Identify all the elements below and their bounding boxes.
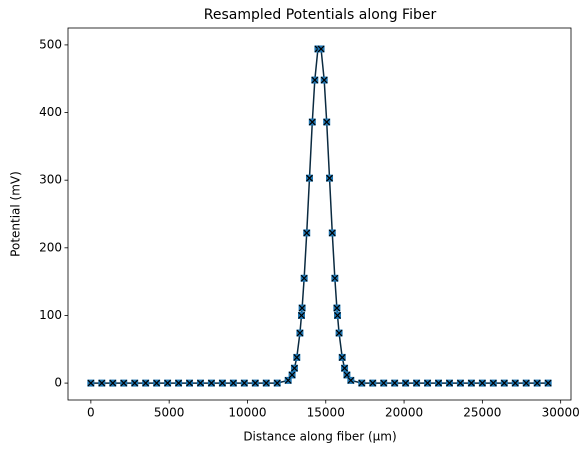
cross-marker bbox=[298, 312, 305, 319]
cross-marker bbox=[291, 364, 298, 372]
cross-marker bbox=[338, 353, 346, 361]
cross-marker bbox=[435, 379, 442, 387]
cross-marker bbox=[251, 379, 259, 387]
cross-marker bbox=[522, 379, 530, 387]
cross-marker bbox=[87, 379, 95, 387]
x-tick-label: 25000 bbox=[463, 406, 501, 420]
cross-marker bbox=[296, 329, 304, 337]
cross-marker bbox=[262, 379, 270, 387]
cross-marker bbox=[489, 379, 497, 387]
cross-marker bbox=[341, 364, 348, 372]
cross-marker bbox=[298, 304, 306, 312]
cross-marker bbox=[311, 76, 319, 84]
x-tick-label: 10000 bbox=[228, 406, 266, 420]
series-line bbox=[90, 48, 549, 384]
cross-marker bbox=[308, 118, 316, 126]
cross-marker bbox=[413, 379, 421, 387]
cross-marker bbox=[240, 379, 248, 387]
cross-marker bbox=[323, 118, 331, 126]
cross-marker bbox=[335, 329, 343, 337]
cross-marker bbox=[457, 379, 464, 387]
cross-marker bbox=[467, 379, 475, 387]
cross-marker bbox=[402, 379, 410, 387]
cross-marker bbox=[328, 229, 336, 237]
cross-marker bbox=[391, 379, 399, 387]
x-tick-label: 0 bbox=[87, 406, 95, 420]
y-tick-label: 0 bbox=[54, 376, 62, 390]
y-tick-label: 200 bbox=[39, 240, 62, 254]
cross-marker bbox=[320, 76, 328, 84]
cross-marker bbox=[478, 379, 486, 387]
cross-marker bbox=[511, 379, 519, 387]
cross-marker bbox=[347, 376, 355, 384]
cross-marker bbox=[153, 379, 161, 387]
y-tick-label: 300 bbox=[39, 173, 62, 187]
cross-marker bbox=[218, 379, 226, 387]
cross-marker bbox=[288, 371, 296, 379]
cross-marker bbox=[424, 379, 431, 387]
cross-marker bbox=[142, 379, 150, 387]
cross-marker bbox=[334, 312, 341, 319]
x-axis-label: Distance along fiber (µm) bbox=[243, 430, 396, 444]
cross-marker bbox=[380, 379, 388, 387]
cross-marker bbox=[369, 379, 377, 387]
y-axis-label: Potential (mV) bbox=[9, 171, 23, 257]
cross-marker bbox=[293, 353, 301, 361]
cross-marker bbox=[333, 304, 341, 312]
y-tick-label: 400 bbox=[39, 105, 62, 119]
cross-marker bbox=[317, 45, 325, 53]
cross-marker bbox=[300, 274, 308, 282]
cross-marker bbox=[273, 379, 281, 387]
cross-marker bbox=[358, 379, 366, 387]
cross-marker bbox=[544, 379, 552, 387]
cross-marker bbox=[131, 379, 139, 387]
cross-marker bbox=[326, 174, 333, 182]
chart-title: Resampled Potentials along Fiber bbox=[204, 7, 437, 23]
cross-marker bbox=[229, 379, 237, 387]
cross-marker bbox=[446, 379, 453, 387]
x-tick-label: 20000 bbox=[385, 406, 423, 420]
cross-marker bbox=[98, 379, 106, 387]
cross-marker bbox=[208, 379, 215, 387]
cross-marker bbox=[303, 229, 311, 237]
x-tick-label: 15000 bbox=[307, 406, 345, 420]
plot-frame bbox=[67, 27, 572, 401]
cross-marker bbox=[164, 379, 172, 387]
y-tick-label: 100 bbox=[39, 308, 62, 322]
cross-marker bbox=[306, 174, 313, 182]
cross-marker bbox=[186, 379, 193, 387]
cross-marker bbox=[175, 379, 182, 387]
cross-marker bbox=[331, 274, 339, 282]
x-tick-label: 5000 bbox=[154, 406, 185, 420]
cross-marker bbox=[120, 379, 128, 387]
x-tick-label: 30000 bbox=[542, 406, 580, 420]
cross-marker bbox=[533, 379, 541, 387]
cross-marker bbox=[500, 379, 508, 387]
cross-marker bbox=[109, 379, 117, 387]
cross-marker bbox=[197, 379, 204, 387]
y-tick-label: 500 bbox=[39, 37, 62, 51]
